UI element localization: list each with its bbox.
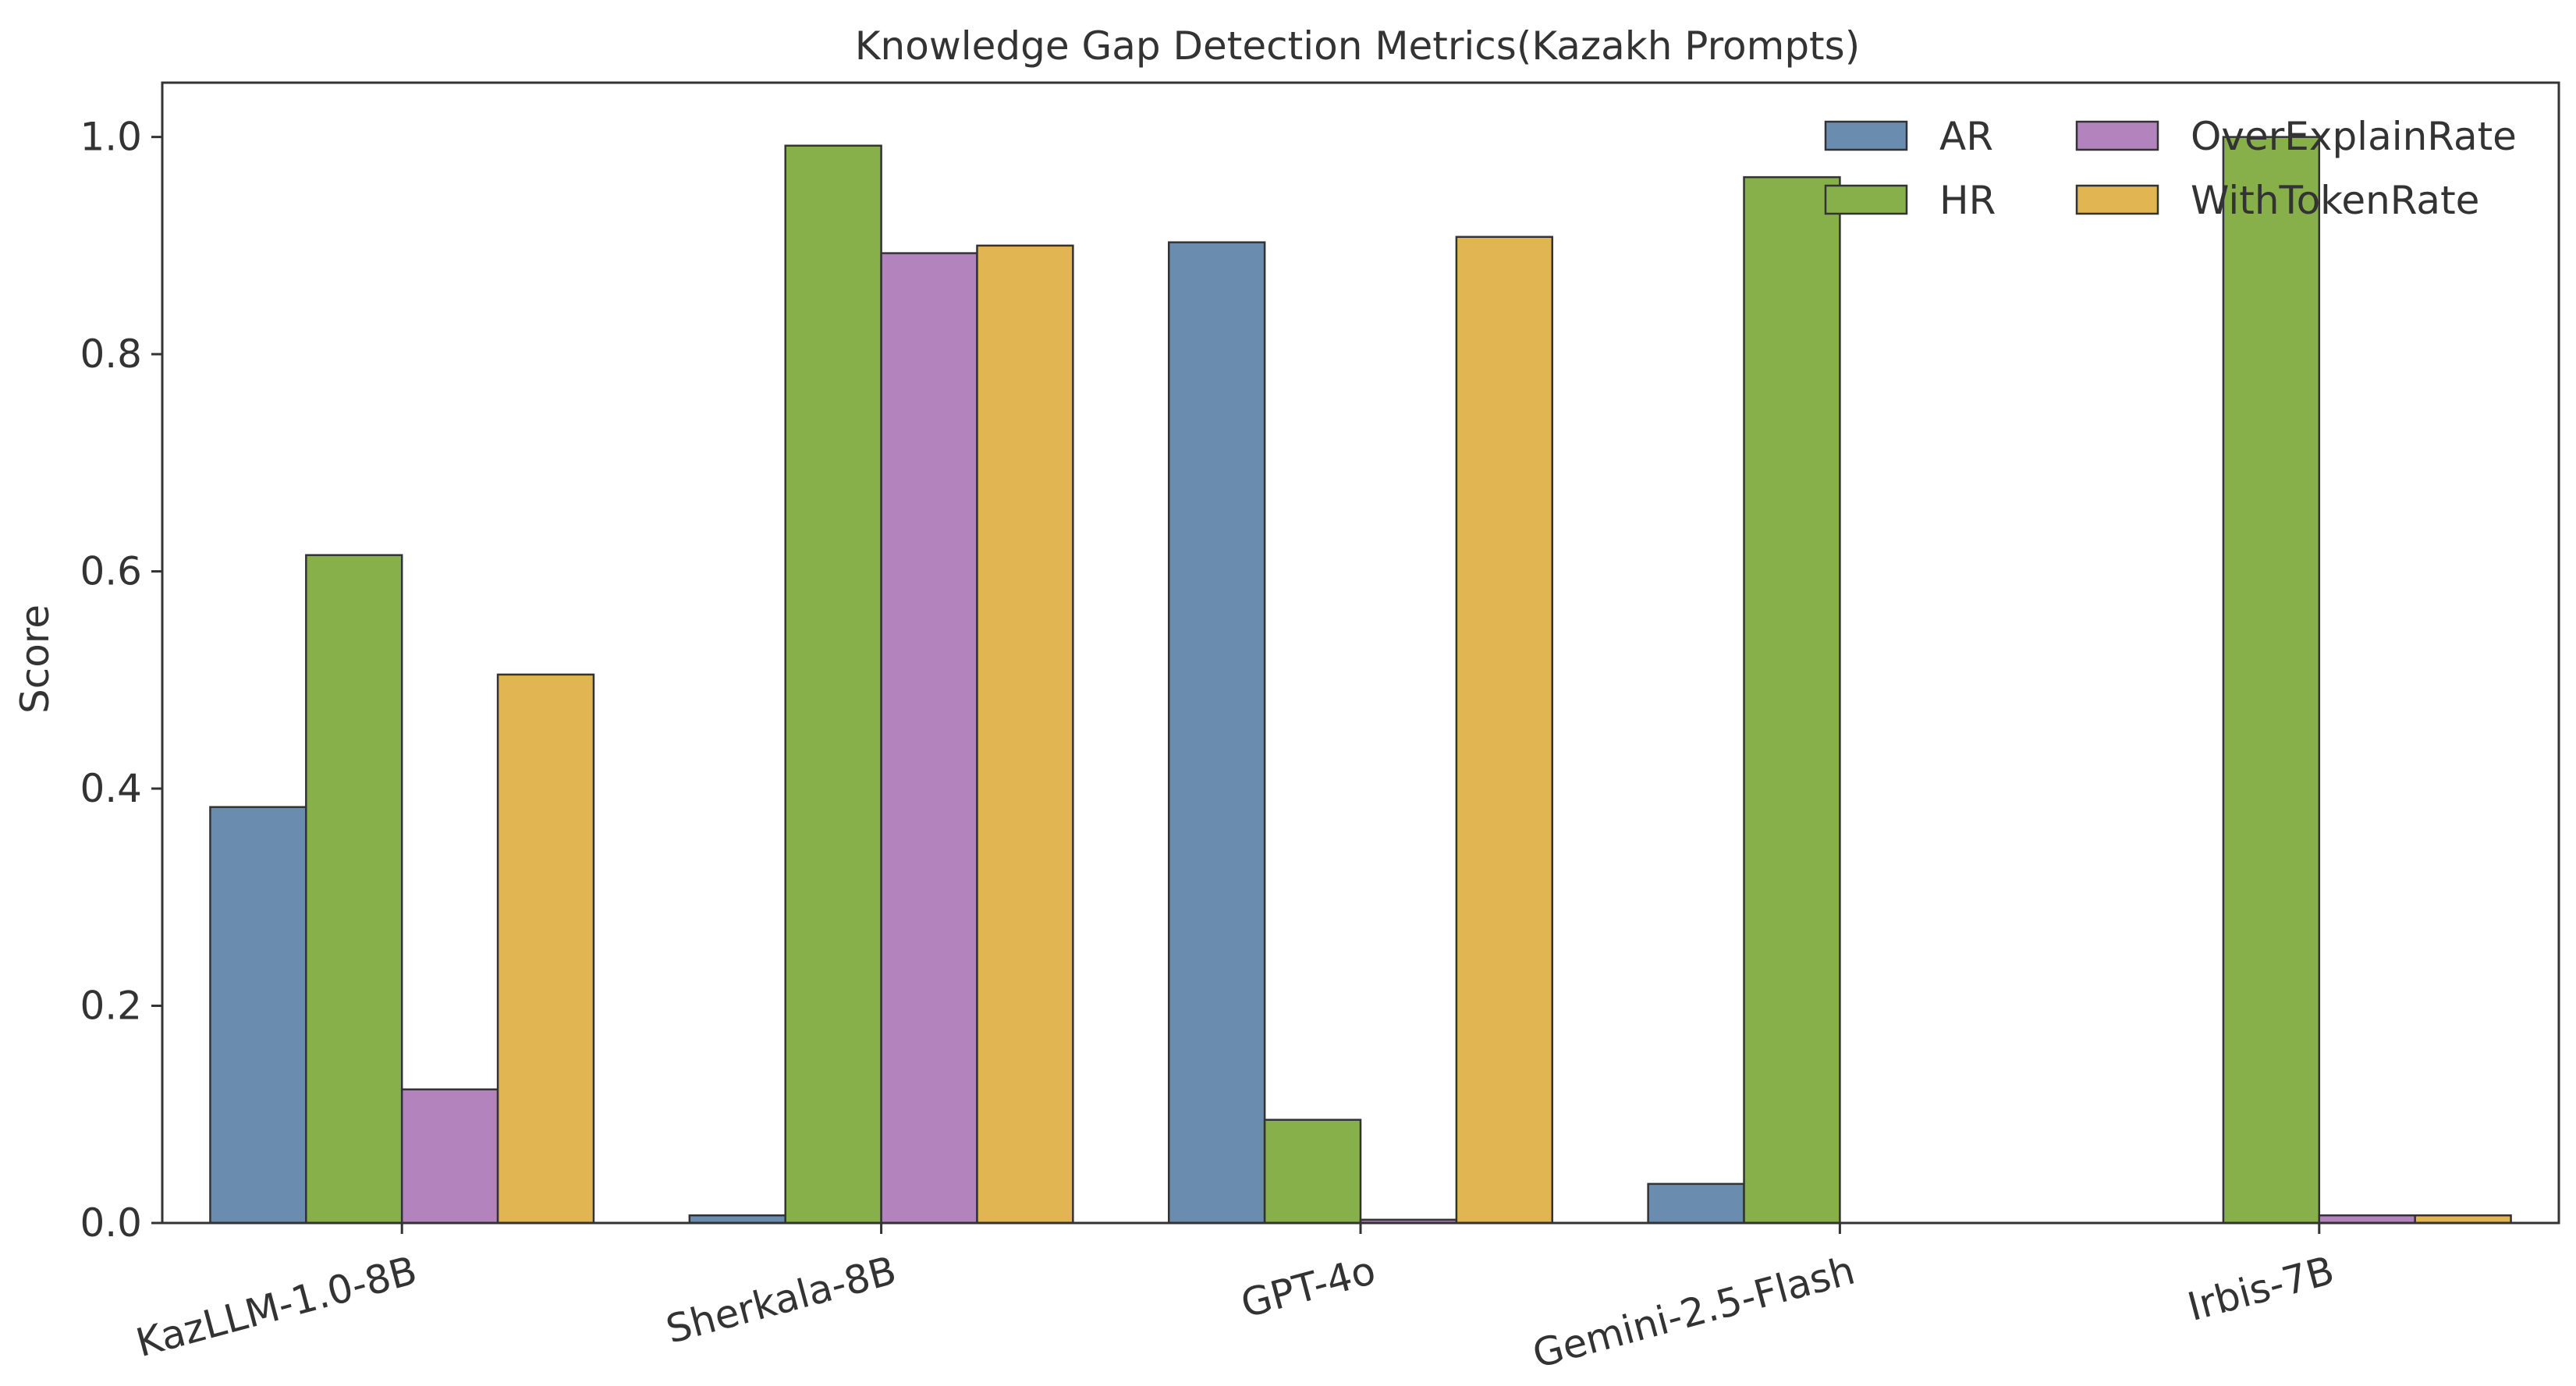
- chart-title: Knowledge Gap Detection Metrics(Kazakh P…: [855, 23, 1860, 69]
- x-tick-label: KazLLM-1.0-8B: [132, 1248, 422, 1367]
- legend-swatch-hr: [1824, 184, 1908, 215]
- bar-withtokenrate-3: [1455, 236, 1554, 1225]
- y-tick-label: 0.8: [80, 331, 142, 377]
- y-axis: 0.0 0.2 0.4 0.6 0.8 1.0: [80, 115, 162, 1246]
- x-axis: KazLLM-1.0-8B Sherkala-8B GPT-4o Gemini-2.5…: [132, 1223, 2339, 1377]
- bar-hr-4: [1743, 175, 1841, 1225]
- bar-ar-4: [1647, 1182, 1745, 1225]
- y-axis-label: Score: [12, 604, 58, 714]
- y-tick-label: 0.2: [80, 984, 142, 1029]
- x-tick-label: Irbis-7B: [2183, 1248, 2339, 1330]
- y-tick-label: 0.4: [80, 766, 142, 811]
- legend-swatch-ar: [1824, 120, 1908, 151]
- bar-hr-2: [784, 144, 882, 1225]
- plot-frame: [161, 81, 2560, 1225]
- bar-overexplainrate-1: [400, 1088, 499, 1225]
- bar-withtokenrate-1: [496, 673, 595, 1225]
- x-tick-label: GPT-4o: [1237, 1248, 1380, 1327]
- legend-label-withtokenrate: WithTokenRate: [2191, 178, 2479, 223]
- bar-hr-5: [2222, 136, 2321, 1225]
- bar-hr-1: [305, 554, 403, 1225]
- legend-label-overexplainrate: OverExplainRate: [2191, 114, 2517, 159]
- y-tick-label: 1.0: [80, 115, 142, 160]
- x-tick-label: Gemini-2.5-Flash: [1528, 1248, 1860, 1377]
- bar-hr-3: [1263, 1118, 1362, 1225]
- y-tick-label: 0.0: [80, 1200, 142, 1246]
- legend: AR HR OverExplainRate WithTokenRate: [1824, 114, 2517, 223]
- legend-swatch-overexplainrate: [2075, 120, 2159, 151]
- bar-withtokenrate-2: [976, 244, 1074, 1225]
- legend-swatch-withtokenrate: [2075, 184, 2159, 215]
- bar-ar-3: [1167, 241, 1266, 1225]
- bars-layer: [209, 136, 2512, 1225]
- bar-overexplainrate-2: [880, 252, 978, 1225]
- bar-ar-1: [209, 806, 307, 1225]
- legend-label-ar: AR: [1939, 114, 1993, 159]
- y-tick-label: 0.6: [80, 549, 142, 594]
- x-tick-label: Sherkala-8B: [662, 1248, 901, 1352]
- legend-label-hr: HR: [1939, 178, 1996, 223]
